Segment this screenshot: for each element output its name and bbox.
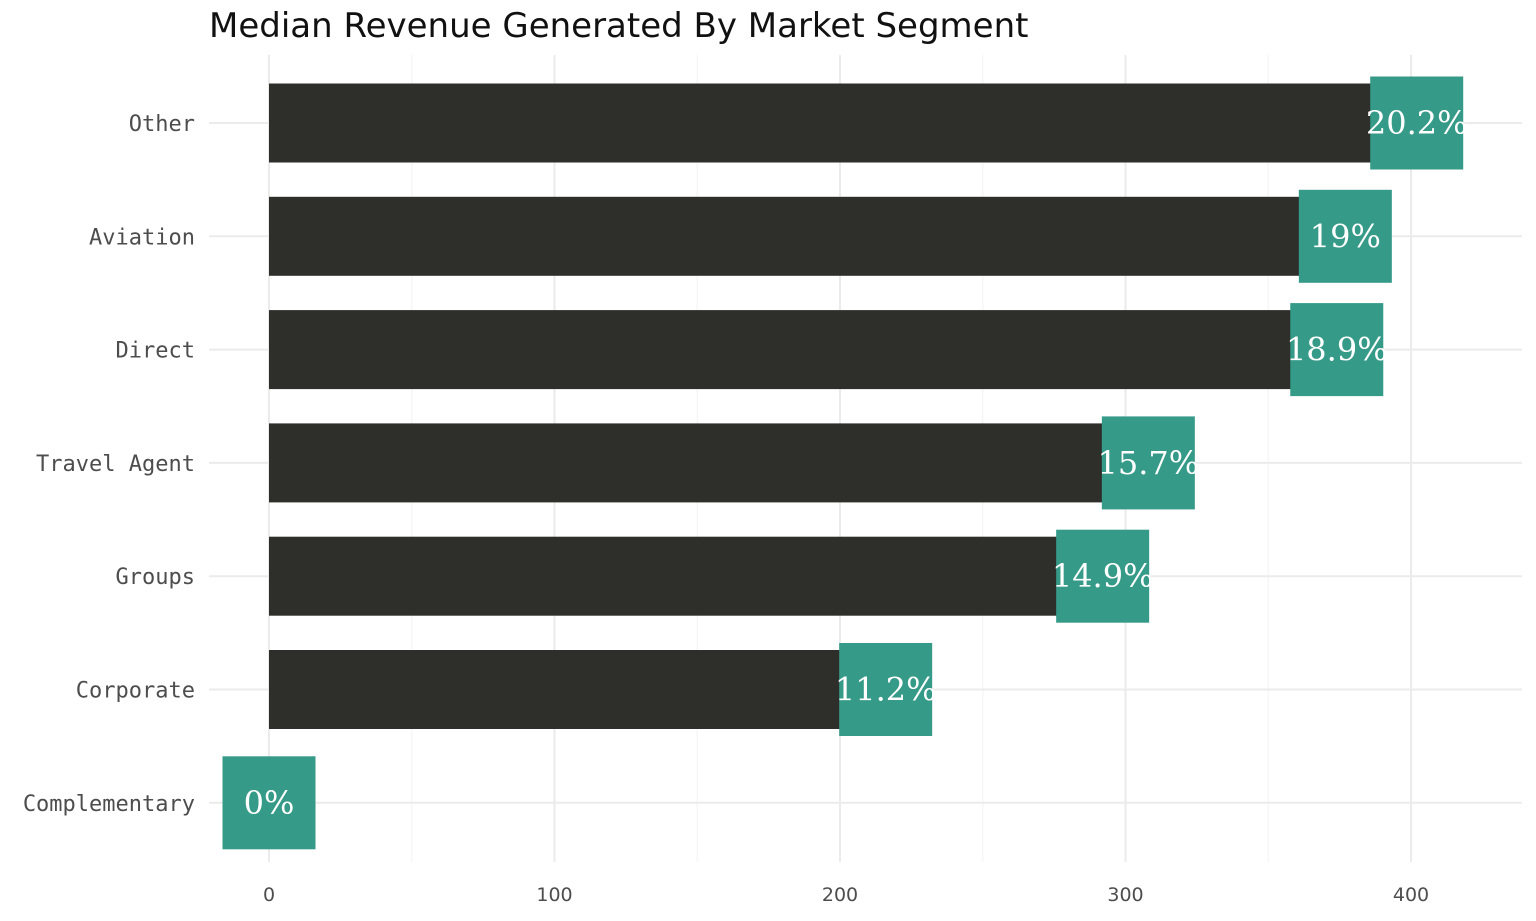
category-label: Groups	[116, 565, 195, 590]
bar	[269, 310, 1337, 390]
chart-title: Median Revenue Generated By Market Segme…	[209, 6, 1029, 46]
bar	[269, 650, 886, 729]
value-label: 19%	[1310, 217, 1381, 255]
x-tick-label: 200	[822, 884, 858, 906]
value-label: 20.2%	[1366, 104, 1468, 142]
value-label-box	[1056, 529, 1150, 623]
x-tick-label: 100	[536, 884, 572, 906]
value-label-box	[1370, 76, 1464, 170]
value-label-box	[1298, 189, 1392, 283]
value-label: 11.2%	[835, 671, 937, 709]
value-label-box	[1290, 303, 1384, 397]
x-tick-label: 400	[1393, 884, 1429, 906]
value-label: 18.9%	[1286, 331, 1388, 369]
category-label: Complementary	[23, 792, 195, 817]
category-labels: Other Aviation Direct Travel Agent Groups Cor…	[23, 112, 195, 817]
category-label: Aviation	[89, 225, 195, 250]
value-labels: 20.2% 19% 18.9% 15.7% 14.9% 11.2% 0%	[222, 76, 1468, 850]
bar	[269, 83, 1417, 163]
x-tick-label: 300	[1107, 884, 1143, 906]
category-label: Other	[129, 112, 195, 137]
bar	[269, 536, 1103, 616]
category-label: Direct	[116, 339, 195, 364]
value-label-box	[839, 643, 933, 736]
category-label: Corporate	[76, 679, 195, 704]
value-label: 0%	[244, 784, 295, 822]
x-tick-label: 0	[263, 884, 275, 906]
bars	[269, 83, 1417, 729]
bar	[269, 196, 1346, 276]
value-label: 15.7%	[1098, 444, 1200, 482]
value-label-box	[222, 756, 316, 850]
category-label: Travel Agent	[36, 452, 195, 477]
value-label: 14.9%	[1052, 557, 1154, 595]
bar	[269, 423, 1149, 503]
x-axis-ticks: 0 100 200 300 400	[263, 884, 1429, 906]
value-label-box	[1101, 416, 1195, 510]
